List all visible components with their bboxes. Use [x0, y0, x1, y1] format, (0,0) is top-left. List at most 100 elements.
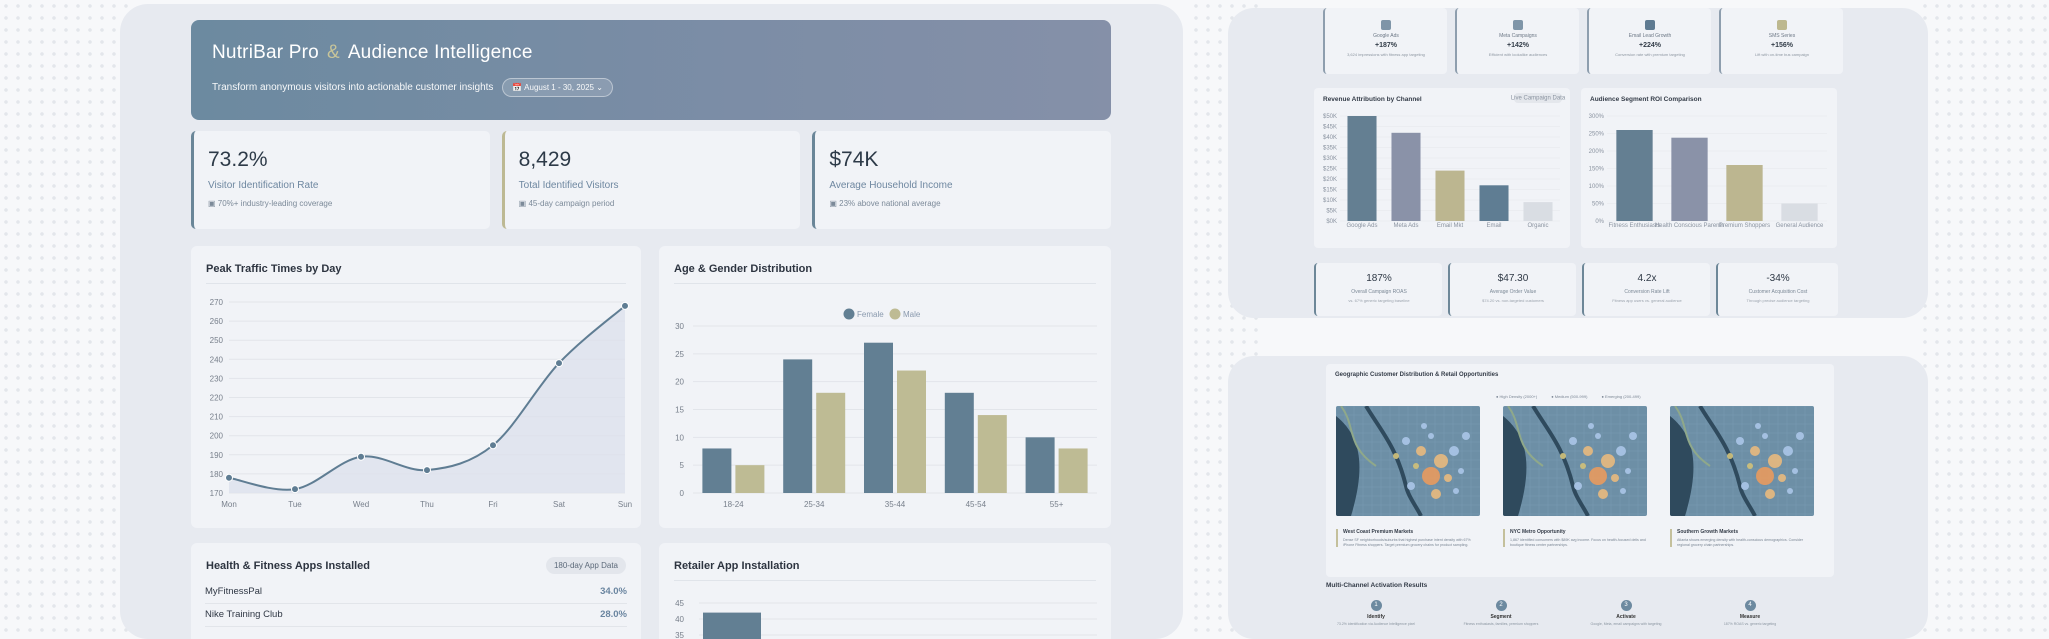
density-bubble [1574, 482, 1582, 490]
step-desc: Google, Meta, email campaigns with targe… [1590, 622, 1662, 626]
step-title: Segment [1490, 614, 1512, 620]
data-point [489, 441, 497, 450]
caption-text: Dense SF neighborhoods/suburbs that high… [1343, 538, 1471, 547]
metric-card: 187% Overall Campaign ROAS vs. 67% gener… [1314, 263, 1442, 316]
density-bubble [1416, 446, 1426, 456]
roi-bar-chart: 0% 50% 100% 150% 200% 250% 300% Fitness Enthusi… [1589, 114, 1827, 229]
channel-card: Email Lead Growth +224% Conversion rate … [1587, 8, 1711, 74]
dashboard-panel-performance: Google Ads +187% 3,624 impressions with … [1228, 8, 1928, 318]
x-tick-label: 25-34 [804, 500, 825, 509]
channel-card: Google Ads +187% 3,624 impressions with … [1323, 8, 1447, 74]
card-title: Retailer App Installation [674, 560, 800, 572]
dashboard-panel-geography: Geographic Customer Distribution & Retai… [1228, 356, 1928, 639]
kpi-value: 73.2% [208, 148, 268, 171]
app-name: Nike Training Club [205, 609, 283, 620]
density-bubble [1428, 433, 1434, 439]
density-bubble [1421, 423, 1427, 429]
y-tick-label: $35K [1323, 146, 1337, 152]
card-title: Geographic Customer Distribution & Retai… [1335, 372, 1499, 378]
density-bubble [1616, 446, 1626, 456]
density-bubble [1625, 468, 1631, 474]
density-bubble [1422, 467, 1440, 485]
y-tick-label: 200 [210, 432, 224, 441]
y-tick-label: 30 [675, 322, 684, 331]
y-tick-label: 240 [210, 355, 224, 364]
caption-title: West Coast Premium Markets [1343, 529, 1414, 535]
x-tick-label: 45-54 [966, 500, 987, 509]
step-title: Identify [1367, 614, 1385, 620]
bar-female [944, 392, 974, 493]
bar-male [1058, 448, 1088, 493]
y-tick-label: 210 [210, 413, 224, 422]
density-bubble [1393, 453, 1399, 459]
retailer-app-card: Retailer App Installation 35 40 45 [659, 543, 1111, 639]
caption-title: Southern Growth Markets [1677, 529, 1739, 535]
peak-traffic-card: Peak Traffic Times by Day 170 180 190 200 21… [191, 246, 641, 528]
app-percent: 34.0% [600, 586, 627, 597]
x-tick-label: Premium Shoppers [1719, 223, 1770, 229]
coastline [1670, 416, 1694, 516]
y-tick-label: $30K [1323, 156, 1337, 162]
bar-male [816, 392, 846, 493]
density-bubble [1787, 488, 1793, 494]
y-tick-label: 15 [675, 406, 684, 415]
x-tick-label: 35-44 [885, 500, 906, 509]
hero-header: NutriBar Pro & Audience Intelligence Trans… [191, 20, 1111, 120]
y-tick-label: 270 [210, 298, 224, 307]
legend-swatch [843, 308, 855, 320]
x-tick-label: Fitness Enthusiasts [1608, 223, 1660, 229]
x-tick-label: Organic [1527, 223, 1548, 229]
density-bubble [1611, 474, 1619, 482]
data-window-badge: 180-day App Data [545, 557, 626, 574]
data-point [423, 466, 431, 475]
density-bubble [1727, 453, 1733, 459]
revenue-bar-chart: $0K $5K $10K $15K $20K $25K $30K $35K $40K $45K $5… [1323, 93, 1566, 229]
density-bubble [1778, 474, 1786, 482]
x-tick-label: 18-24 [723, 500, 744, 509]
ampersand: & [326, 42, 340, 63]
y-tick-label: $40K [1323, 135, 1337, 141]
bar [1726, 165, 1763, 221]
data-point [621, 301, 629, 310]
bar [1523, 202, 1553, 221]
density-bubble [1755, 423, 1761, 429]
revenue-attribution-card: Revenue Attribution by Channel $0K $5K $10… [1314, 88, 1570, 248]
sms-icon [1777, 20, 1787, 30]
y-tick-label: 250% [1589, 132, 1605, 138]
kpi-card-identification: 73.2% Visitor Identification Rate ▣ 70%+… [191, 131, 490, 229]
page-title: NutriBar Pro & Audience Intelligence [212, 42, 1090, 64]
step-title: Activate [1616, 614, 1636, 620]
y-tick-label: 250 [210, 336, 224, 345]
fitness-apps-card: Health & Fitness Apps Installed 180-day … [191, 543, 641, 639]
y-tick-label: $25K [1323, 167, 1337, 173]
coastline [1503, 416, 1527, 516]
channel-name: SMS Series [1768, 33, 1796, 39]
data-point [555, 359, 563, 368]
y-tick-label: 40 [675, 615, 684, 624]
legend-label: Medium (500-999) [1554, 394, 1588, 399]
density-bubble [1762, 433, 1768, 439]
density-bubble [1458, 468, 1464, 474]
y-tick-label: $50K [1323, 114, 1337, 120]
y-tick-label: 200% [1589, 149, 1605, 155]
badge-bg [1514, 93, 1562, 103]
bar-female [1025, 437, 1055, 493]
metric-card: 4.2x Conversion Rate Lift Fitness app us… [1582, 263, 1710, 316]
app-percent: 28.0% [600, 609, 627, 620]
metric-label: Overall Campaign ROAS [1351, 289, 1407, 295]
metric-card: $47.30 Average Order Value $74.20 vs. no… [1448, 263, 1576, 316]
river [1364, 406, 1423, 516]
density-bubble [1765, 489, 1775, 499]
x-tick-label: Email [1486, 223, 1501, 229]
y-tick-label: $20K [1323, 177, 1337, 183]
y-tick-label: 230 [210, 374, 224, 383]
density-bubble [1462, 432, 1470, 440]
kpi-note: ▣ 70%+ industry-leading coverage [208, 199, 333, 208]
date-range-picker[interactable]: 📅 August 1 - 30, 2025 ⌄ [502, 78, 613, 97]
bar [1781, 203, 1818, 221]
density-bubble [1741, 482, 1749, 490]
legend-label: Female [857, 310, 884, 319]
step-number: 1 [1370, 600, 1382, 611]
step-measure: 4 Measure 187% ROAS vs. generic targetin… [1705, 600, 1795, 626]
density-bubble [1453, 488, 1459, 494]
